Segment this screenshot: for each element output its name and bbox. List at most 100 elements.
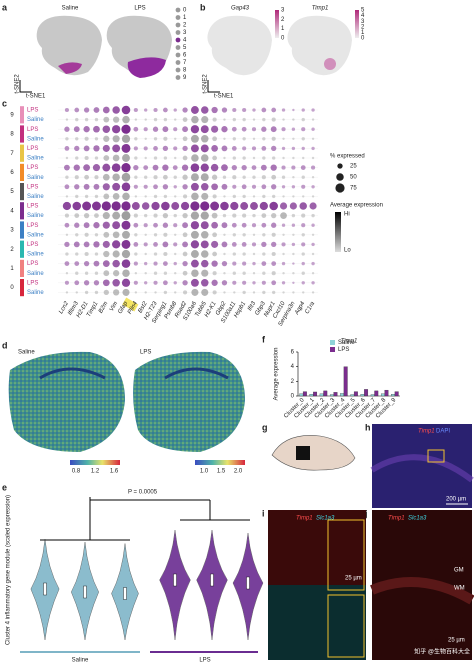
gene-label: Aqp4 [294,300,307,317]
axis-arrow [19,80,32,93]
dot [93,241,100,248]
dot [262,137,266,141]
legend-label: 25 [350,164,357,170]
dot [102,125,111,133]
dot [153,213,158,218]
dot [201,192,209,200]
dot [301,252,305,256]
dot [65,175,69,179]
dot [190,211,200,220]
dot [232,184,237,189]
dot [84,174,89,180]
dot [74,184,80,190]
dot [301,223,306,228]
legend-swatch [175,7,181,13]
dot [174,252,177,256]
chart-title: Timp1 [341,339,358,345]
legend-label: Lo [344,248,351,254]
watermark: 知乎 @生物百科大全 [414,648,470,656]
stain-label: DAPI [436,429,450,435]
cluster-label: 0 [10,285,14,291]
scale-label: 1 [361,30,365,36]
condition-label: Saline [27,136,44,142]
dot [134,137,138,141]
dot [190,163,200,172]
dot [74,145,80,152]
dot [212,194,217,199]
dot [112,279,120,287]
dot [93,280,100,286]
dot [200,221,209,230]
dot [65,233,69,236]
panel-letter: b [200,2,206,12]
region-box [296,446,310,460]
dot [252,175,256,179]
dot [93,107,100,113]
dot [301,261,305,266]
tsne-map [36,15,102,76]
dot [232,137,236,141]
dot [93,125,100,133]
stain-label: Timp1 [418,429,435,435]
dot [292,233,295,236]
dot [84,136,89,141]
dot [171,202,180,210]
dot [232,175,237,180]
axis-label: t-SNE2 [15,74,21,94]
dot [144,233,147,236]
dot [223,118,226,121]
dot [261,146,267,151]
dot [271,174,277,180]
dot [64,213,69,218]
dot [183,290,188,295]
dot [84,251,89,257]
condition-label: Saline [27,213,44,219]
legend-label: 9 [183,75,187,81]
dot [153,242,158,247]
region-label: WM [454,586,465,592]
dot [173,146,178,151]
dot [252,108,256,112]
dot [73,164,80,171]
plot-title: Saline [62,6,79,12]
dot [94,252,99,256]
cluster-label: 7 [10,151,14,157]
dot [144,156,147,160]
zoom-box [327,594,365,658]
dot [191,154,199,162]
dot [162,222,169,228]
dot [282,252,285,256]
dot [301,233,305,237]
dot [152,126,159,132]
dot [144,175,148,179]
dot [83,164,90,171]
dot [183,194,188,199]
dot [223,291,226,294]
bar [394,391,399,397]
dot [301,146,305,151]
dot [112,173,120,181]
dot [201,250,209,258]
dot [112,259,120,268]
cluster-swatch [20,106,24,124]
dot [281,261,286,266]
dot [262,271,266,275]
dot [83,260,90,267]
dot [220,201,229,211]
dot [75,252,79,256]
dot [301,108,305,112]
dot [311,165,316,170]
legend-swatch [175,67,181,73]
dot [302,291,305,294]
dot [94,117,99,122]
dot [242,194,246,199]
dot [242,252,246,256]
dot [102,144,110,152]
dot [93,260,100,267]
plot-title: Timp1 [312,6,329,12]
stain-label: Timp1 [388,516,405,522]
dot [75,156,79,160]
dot [83,145,90,152]
scale-label: 1.6 [110,469,119,475]
dot [292,195,295,198]
